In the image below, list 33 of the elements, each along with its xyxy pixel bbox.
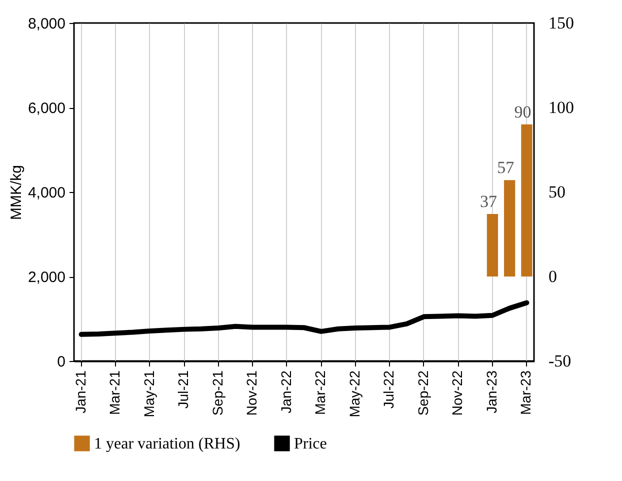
x-tick-label: Jan-21: [72, 370, 88, 414]
x-tick-label: Nov-22: [449, 370, 466, 416]
x-tick-label: Sep-22: [414, 370, 431, 416]
x-tick-label: May-21: [140, 370, 157, 418]
y-tick-label: 2,000: [28, 269, 66, 286]
data-label: 37: [480, 192, 498, 211]
x-tick-label: Sep-21: [209, 370, 226, 416]
y-tick-label: 4,000: [28, 184, 66, 202]
y-tick-label: 8,000: [28, 16, 66, 32]
x-tick-label: Jan-23: [483, 370, 500, 414]
x-tick-label: Jul-22: [380, 370, 397, 409]
bar: [504, 180, 516, 276]
y2-tick-label: 50: [548, 182, 566, 202]
y2-tick-label: -50: [548, 352, 572, 370]
legend-label: Price: [294, 435, 327, 452]
y2-tick-label: 150: [548, 14, 574, 32]
x-tick-label: May-22: [346, 370, 362, 418]
x-tick-label: Jul-21: [175, 370, 192, 409]
bar: [486, 214, 498, 276]
legend-label: 1 year variation (RHS): [94, 435, 240, 452]
y-tick-label: 6,000: [28, 100, 66, 117]
bar: [521, 124, 532, 276]
data-label: 90: [514, 102, 532, 122]
x-tick-label: Jan-22: [278, 370, 294, 414]
y-tick-label: 0: [57, 354, 66, 370]
y-axis-title: MMK/kg: [8, 164, 25, 220]
x-tick-label: Nov-21: [244, 370, 260, 416]
y2-tick-label: 0: [548, 267, 557, 286]
y2-tick-label: 100: [548, 98, 574, 117]
data-label: 57: [497, 158, 515, 178]
x-tick-label: Mar-21: [106, 370, 123, 415]
x-tick-label: Mar-22: [312, 370, 328, 415]
x-tick-label: Mar-23: [518, 370, 534, 415]
